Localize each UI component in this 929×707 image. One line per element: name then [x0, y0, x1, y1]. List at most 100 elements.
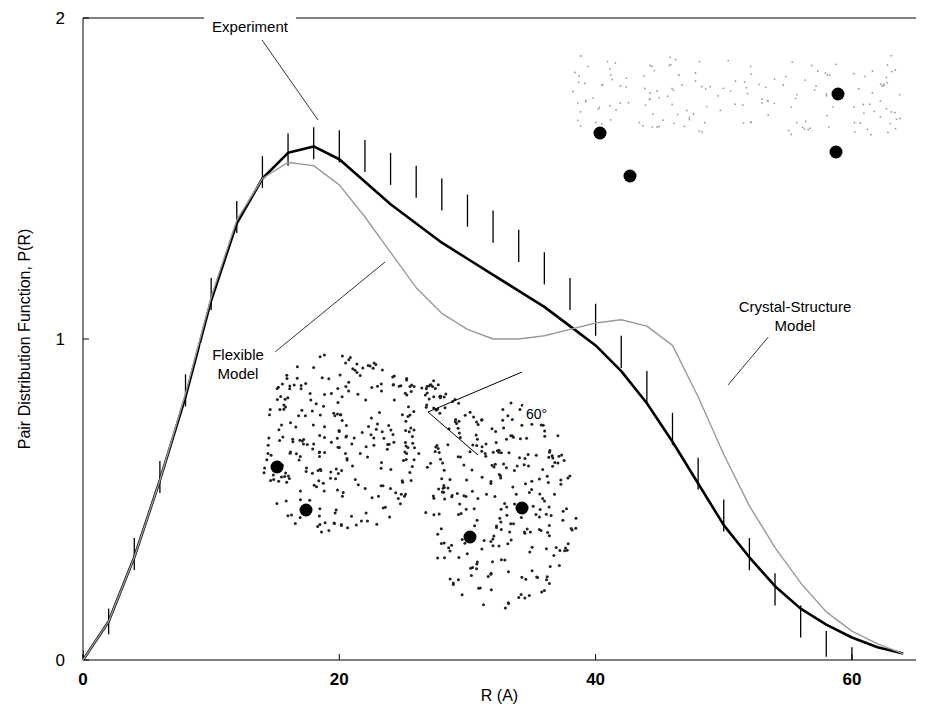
model-atom: [568, 475, 571, 478]
model-atom: [393, 375, 396, 378]
model-atom: [439, 395, 442, 398]
model-atom: [294, 425, 297, 428]
model-atom: [459, 455, 462, 458]
model-atom: [443, 486, 446, 489]
model-atom: [574, 527, 577, 530]
model-atom: [826, 93, 828, 95]
model-atom: [520, 516, 523, 519]
model-atom: [564, 546, 567, 549]
model-atom: [471, 490, 474, 493]
model-atom: [709, 86, 711, 88]
model-atom: [300, 409, 303, 412]
model-atom: [652, 113, 654, 115]
model-atom: [543, 435, 546, 438]
model-atom: [563, 549, 566, 552]
model-atom: [386, 448, 389, 451]
model-atom: [541, 468, 544, 471]
model-atom: [536, 576, 539, 579]
model-atom: [477, 423, 480, 426]
chart: 0204060012R (A)Pair Distribution Functio…: [0, 0, 929, 707]
model-atom: [321, 376, 324, 379]
model-atom: [344, 435, 347, 438]
model-atom: [272, 478, 275, 481]
model-atom: [382, 506, 385, 509]
model-atom: [450, 495, 453, 498]
model-site: [830, 146, 843, 159]
model-atom: [528, 550, 531, 553]
model-atom: [826, 95, 828, 97]
model-atom: [329, 471, 332, 474]
model-atom: [291, 438, 294, 441]
model-atom: [580, 125, 582, 127]
model-atom: [440, 477, 443, 480]
model-atom: [532, 505, 535, 508]
model-atom: [405, 458, 408, 461]
model-atom: [392, 384, 395, 387]
model-atom: [269, 408, 272, 411]
model-atom: [370, 416, 373, 419]
model-atom: [302, 443, 305, 446]
model-atom: [480, 450, 483, 453]
model-atom: [275, 502, 278, 505]
model-atom: [658, 97, 660, 99]
model-atom: [811, 65, 813, 67]
model-atom: [447, 546, 450, 549]
model-atom: [518, 456, 521, 459]
model-atom: [667, 95, 669, 97]
model-atom: [265, 458, 268, 461]
model-atom: [601, 84, 603, 86]
model-atom: [340, 469, 343, 472]
model-atom: [366, 456, 369, 459]
model-atom: [306, 443, 309, 446]
model-atom: [505, 466, 508, 469]
model-atom: [463, 542, 466, 545]
model-atom: [556, 434, 559, 437]
model-atom: [555, 546, 558, 549]
model-atom: [774, 102, 776, 104]
model-atom: [263, 467, 266, 470]
model-atom: [790, 106, 792, 108]
model-atom: [329, 477, 332, 480]
model-atom: [457, 578, 460, 581]
model-atom: [829, 74, 831, 76]
model-atom: [288, 385, 291, 388]
model-atom: [281, 436, 284, 439]
model-atom: [472, 415, 475, 418]
model-atom: [625, 86, 627, 88]
model-atom: [538, 493, 541, 496]
model-atom: [668, 65, 670, 67]
model-atom: [826, 74, 828, 76]
model-atom: [577, 102, 579, 104]
error-bar: [774, 573, 775, 605]
model-atom: [894, 112, 896, 114]
model-atom: [413, 446, 416, 449]
model-atom: [614, 62, 616, 64]
model-atom: [744, 81, 746, 83]
model-atom: [411, 465, 414, 468]
model-atom: [489, 540, 492, 543]
model-atom: [356, 371, 359, 374]
x-axis: [83, 660, 916, 661]
model-atom: [559, 483, 562, 486]
model-atom: [388, 516, 391, 519]
model-atom: [443, 469, 446, 472]
model-atom: [286, 514, 289, 517]
model-atom: [437, 383, 440, 386]
model-atom: [361, 431, 364, 434]
model-atom: [366, 519, 369, 522]
model-atom: [548, 506, 551, 509]
model-atom: [290, 513, 293, 516]
model-atom: [492, 544, 495, 547]
model-atom: [505, 438, 508, 441]
model-atom: [887, 132, 889, 134]
model-atom: [409, 426, 412, 429]
model-atom: [815, 85, 817, 87]
angle-line: [428, 372, 522, 412]
model-atom: [432, 513, 435, 516]
model-atom: [364, 398, 367, 401]
model-atom: [318, 450, 321, 453]
model-atom: [795, 98, 797, 100]
model-atom: [580, 55, 582, 57]
model-atom: [344, 385, 347, 388]
model-atom: [299, 516, 302, 519]
